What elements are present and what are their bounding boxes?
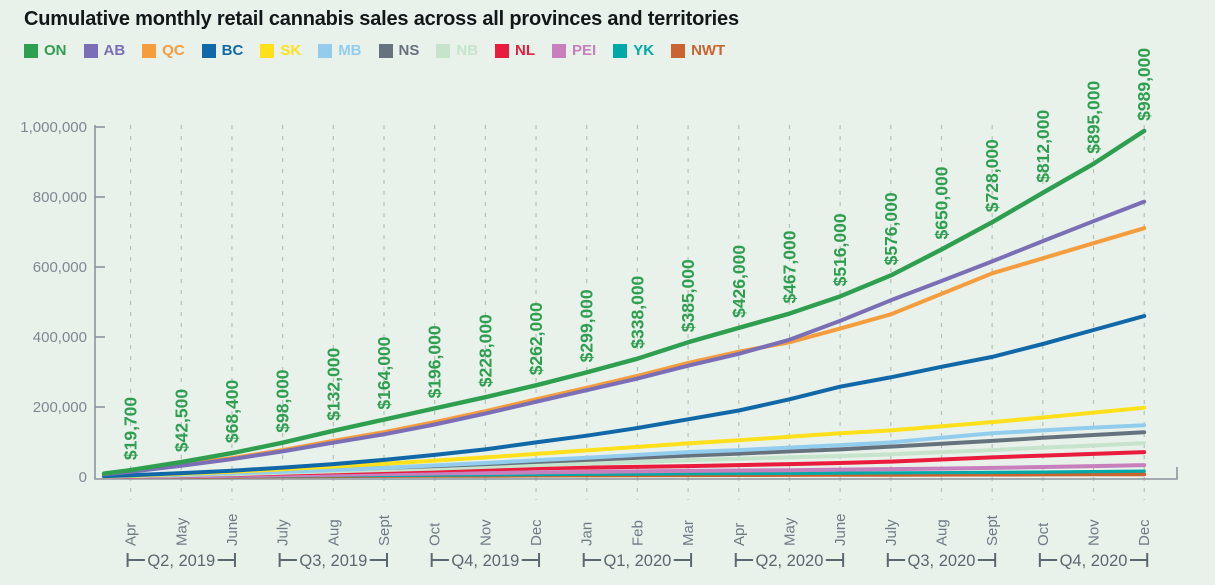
- legend-item-AB: AB: [83, 42, 126, 59]
- month-label: Aug: [325, 519, 342, 546]
- on-value-label: $728,000: [982, 139, 1002, 212]
- legend-swatch-NL: [495, 43, 510, 58]
- legend-swatch-SK: [260, 43, 275, 58]
- quarter-label: Q2, 2019: [147, 552, 215, 570]
- legend-item-QC: QC: [142, 42, 185, 59]
- on-value-label: $650,000: [931, 166, 951, 239]
- on-value-label: $98,000: [273, 369, 293, 433]
- on-value-label: $299,000: [577, 289, 597, 362]
- on-value-label: $812,000: [1033, 110, 1053, 183]
- legend-swatch-YK: [613, 43, 628, 58]
- legend-label-NB: NB: [456, 42, 479, 59]
- legend-label-ON: ON: [44, 42, 67, 59]
- legend-item-MB: MB: [318, 42, 362, 59]
- month-label: Aug: [933, 519, 950, 546]
- legend-swatch-NS: [378, 43, 393, 58]
- series-line-ON: [101, 128, 1147, 476]
- on-value-label: $426,000: [729, 245, 749, 318]
- on-value-label: $42,500: [171, 389, 191, 453]
- legend-label-AB: AB: [103, 42, 126, 59]
- quarter-label: Q1, 2020: [603, 552, 671, 570]
- y-tick-label: 400,000: [33, 329, 87, 346]
- on-value-label: $385,000: [678, 259, 698, 332]
- on-value-label: $196,000: [425, 325, 445, 398]
- month-label: May: [781, 517, 798, 546]
- legend-item-YK: YK: [613, 42, 654, 59]
- legend-item-PEI: PEI: [552, 42, 596, 59]
- quarter-label: Q4, 2020: [1060, 552, 1128, 570]
- month-label: Sept: [376, 514, 393, 546]
- legend-label-MB: MB: [338, 42, 362, 59]
- month-label: June: [224, 513, 241, 546]
- legend-swatch-BC: [201, 43, 216, 58]
- month-label: Apr: [123, 523, 140, 546]
- legend-item-BC: BC: [201, 42, 244, 59]
- on-value-label: $262,000: [526, 302, 546, 375]
- month-label: Oct: [1035, 522, 1052, 546]
- legend-swatch-NWT: [671, 43, 686, 58]
- legend-item-NWT: NWT: [671, 42, 725, 59]
- y-tick-label: 1,000,000: [20, 119, 87, 136]
- y-tick-label: 800,000: [33, 189, 87, 206]
- legend-item-NB: NB: [436, 42, 478, 59]
- on-value-label: $164,000: [374, 336, 394, 409]
- on-value-label: $19,700: [121, 397, 141, 461]
- y-tick-label: 600,000: [33, 259, 87, 276]
- on-value-label: $576,000: [881, 192, 901, 265]
- legend-item-SK: SK: [260, 42, 301, 59]
- month-label: July: [883, 519, 900, 546]
- legend-label-NS: NS: [398, 42, 420, 59]
- y-tick-label: 0: [79, 469, 87, 486]
- legend-item-ON: ON: [24, 42, 67, 59]
- legend-swatch-MB: [318, 43, 333, 58]
- legend-swatch-ON: [24, 43, 38, 58]
- legend-label-SK: SK: [280, 42, 302, 59]
- legend-item-NL: NL: [495, 42, 535, 59]
- on-value-label: $228,000: [475, 314, 495, 387]
- legend-label-QC: QC: [162, 42, 185, 59]
- month-label: Nov: [477, 519, 494, 546]
- quarter-label: Q3, 2020: [908, 552, 976, 570]
- month-label: May: [173, 517, 190, 546]
- y-tick-label: 200,000: [33, 399, 87, 416]
- month-label: Jan: [579, 522, 596, 546]
- month-label: Nov: [1086, 519, 1103, 546]
- legend-swatch-AB: [83, 43, 98, 58]
- legend-label-BC: BC: [221, 42, 244, 59]
- chart-title: Cumulative monthly retail cannabis sales…: [24, 8, 739, 30]
- legend-label-YK: YK: [633, 42, 655, 59]
- legend-label-PEI: PEI: [572, 42, 597, 59]
- on-value-label: $132,000: [323, 348, 343, 421]
- series-line-AB: [102, 199, 1147, 477]
- legend: ON AB QC BC SK MB NS NB NL PEI YK NWT: [24, 42, 725, 59]
- legend-swatch-NB: [436, 43, 451, 58]
- legend-swatch-PEI: [552, 43, 567, 58]
- on-value-label: $338,000: [627, 275, 647, 348]
- axis-frame: [94, 125, 1178, 480]
- month-label: Feb: [629, 520, 646, 546]
- month-label: Apr: [731, 523, 748, 546]
- quarter-label: Q4, 2019: [451, 552, 519, 570]
- legend-item-NS: NS: [378, 42, 420, 59]
- on-value-label: $516,000: [830, 213, 850, 286]
- month-label: Oct: [427, 522, 444, 546]
- month-label: Mar: [680, 520, 697, 546]
- quarter-label: Q2, 2020: [755, 552, 823, 570]
- series-line-BC: [102, 314, 1147, 479]
- month-label: Dec: [528, 519, 545, 546]
- legend-label-NWT: NWT: [691, 42, 726, 59]
- on-value-label: $467,000: [779, 230, 799, 303]
- legend-swatch-QC: [142, 43, 157, 58]
- legend-label-NL: NL: [515, 42, 536, 59]
- quarter-label: Q3, 2019: [299, 552, 367, 570]
- on-value-label: $68,400: [222, 380, 242, 444]
- month-label: July: [275, 519, 292, 546]
- month-label: Sept: [984, 514, 1001, 546]
- on-value-label: $895,000: [1084, 80, 1104, 153]
- month-label: Dec: [1136, 519, 1153, 546]
- on-value-label: $989,000: [1134, 48, 1154, 121]
- month-label: June: [832, 513, 849, 546]
